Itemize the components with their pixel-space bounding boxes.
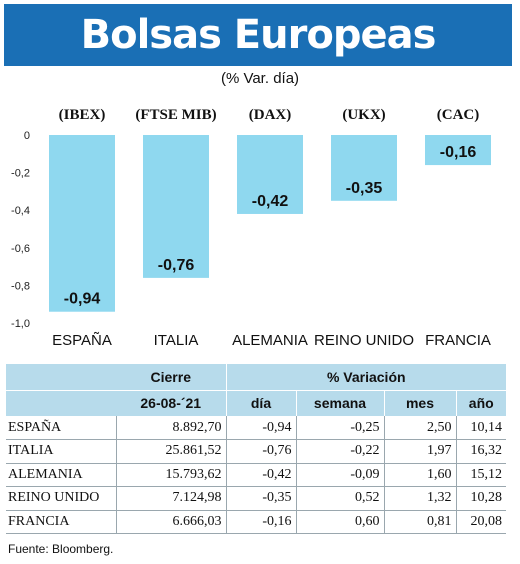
row-country: REINO UNIDO — [6, 487, 116, 511]
table-header-variation: % Variación — [226, 364, 506, 390]
row-close: 8.892,70 — [116, 416, 226, 440]
row-close: 15.793,62 — [116, 463, 226, 487]
table-subheader-day: día — [226, 390, 296, 416]
table-header-empty — [6, 364, 116, 390]
x-tick-label: ALEMANIA — [232, 332, 308, 349]
row-year: 20,08 — [456, 510, 506, 534]
index-label: (IBEX) — [59, 107, 106, 123]
row-month: 1,60 — [384, 463, 456, 487]
row-month: 1,32 — [384, 487, 456, 511]
row-close: 25.861,52 — [116, 440, 226, 464]
bar-chart: 0 -0,2 -0,4 -0,6 -0,8 -1,0 (IBEX) -0,94 ESPAÑA (F… — [0, 95, 520, 357]
row-week: 0,52 — [296, 487, 384, 511]
table-row: REINO UNIDO 7.124,98 -0,35 0,52 1,32 10,… — [6, 487, 506, 511]
row-year: 16,32 — [456, 440, 506, 464]
index-label: (DAX) — [249, 107, 292, 123]
row-year: 10,14 — [456, 416, 506, 440]
row-month: 2,50 — [384, 416, 456, 440]
row-week: -0,25 — [296, 416, 384, 440]
table-row: ESPAÑA 8.892,70 -0,94 -0,25 2,50 10,14 — [6, 416, 506, 440]
row-day: -0,42 — [226, 463, 296, 487]
y-tick-label: 0 — [24, 130, 30, 142]
data-label: -0,35 — [346, 180, 383, 197]
row-day: -0,35 — [226, 487, 296, 511]
row-country: ALEMANIA — [6, 463, 116, 487]
table-row: ALEMANIA 15.793,62 -0,42 -0,09 1,60 15,1… — [6, 463, 506, 487]
data-label: -0,16 — [440, 144, 477, 161]
index-label: (UKX) — [342, 107, 385, 123]
row-week: -0,22 — [296, 440, 384, 464]
table-subheader-week: semana — [296, 390, 384, 416]
data-label: -0,42 — [252, 193, 289, 210]
row-year: 15,12 — [456, 463, 506, 487]
quotes-table: Cierre % Variación 26-08-´21 día semana … — [6, 364, 506, 534]
row-close: 7.124,98 — [116, 487, 226, 511]
x-tick-label: FRANCIA — [425, 332, 491, 349]
row-day: -0,76 — [226, 440, 296, 464]
index-label: (FTSE MIB) — [135, 107, 216, 123]
table-subheader-row: 26-08-´21 día semana mes año — [6, 390, 506, 416]
row-close: 6.666,03 — [116, 510, 226, 534]
source-note: Fuente: Bloomberg. — [8, 542, 113, 556]
y-tick-label: -1,0 — [11, 318, 30, 330]
y-tick-label: -0,8 — [11, 280, 30, 292]
table-subheader-date: 26-08-´21 — [116, 390, 226, 416]
page-title: Bolsas Europeas — [81, 12, 436, 58]
row-year: 10,28 — [456, 487, 506, 511]
chart-subtitle: (% Var. día) — [0, 70, 520, 87]
bar — [49, 135, 115, 312]
index-label: (CAC) — [437, 107, 480, 123]
table-subheader-empty — [6, 390, 116, 416]
table-row: ITALIA 25.861,52 -0,76 -0,22 1,97 16,32 — [6, 440, 506, 464]
row-week: -0,09 — [296, 463, 384, 487]
row-country: ESPAÑA — [6, 416, 116, 440]
table-subheader-year: año — [456, 390, 506, 416]
row-country: FRANCIA — [6, 510, 116, 534]
y-tick-label: -0,4 — [11, 205, 30, 217]
x-tick-label: REINO UNIDO — [314, 332, 414, 349]
row-day: -0,16 — [226, 510, 296, 534]
table-row: FRANCIA 6.666,03 -0,16 0,60 0,81 20,08 — [6, 510, 506, 534]
title-banner: Bolsas Europeas — [4, 4, 512, 66]
row-month: 1,97 — [384, 440, 456, 464]
y-tick-label: -0,2 — [11, 168, 30, 180]
table-group-header-row: Cierre % Variación — [6, 364, 506, 390]
row-country: ITALIA — [6, 440, 116, 464]
row-week: 0,60 — [296, 510, 384, 534]
row-month: 0,81 — [384, 510, 456, 534]
x-tick-label: ITALIA — [154, 332, 199, 349]
data-label: -0,76 — [158, 257, 195, 274]
row-day: -0,94 — [226, 416, 296, 440]
table-header-close: Cierre — [116, 364, 226, 390]
quotes-table-container: Cierre % Variación 26-08-´21 día semana … — [6, 364, 506, 534]
y-tick-label: -0,6 — [11, 243, 30, 255]
table-subheader-month: mes — [384, 390, 456, 416]
data-label: -0,94 — [64, 291, 101, 308]
x-tick-label: ESPAÑA — [52, 332, 112, 349]
